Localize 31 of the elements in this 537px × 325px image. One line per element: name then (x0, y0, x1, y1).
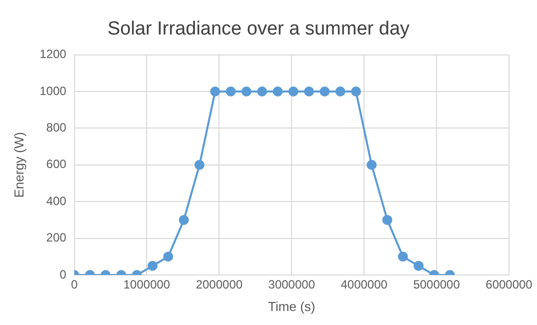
x-axis-title: Time (s) (268, 298, 316, 314)
point (382, 214, 392, 225)
point (178, 214, 189, 225)
point (335, 86, 346, 96)
x-tick-label: 4000000 (340, 278, 388, 292)
x-tick-label: 1000000 (123, 278, 170, 292)
point (194, 160, 204, 170)
point (272, 86, 283, 96)
point (350, 86, 361, 96)
y-tick-label: 200 (46, 230, 67, 245)
y-tick-label: 0 (60, 267, 67, 282)
y-tick-label: 1000 (40, 84, 67, 98)
x-tick-label: 3000000 (268, 278, 316, 292)
x-tick-label: 5000000 (413, 278, 460, 292)
y-tick-label: 800 (46, 120, 67, 135)
x-tick-label: 0 (70, 278, 78, 292)
point (257, 86, 268, 96)
point (241, 86, 252, 96)
point (210, 86, 220, 96)
point (320, 86, 330, 96)
x-tick-label: 2000000 (196, 278, 243, 292)
y-axis-title: Energy (W) (11, 132, 26, 198)
point (226, 86, 236, 96)
y-tick-label: 400 (46, 194, 67, 208)
point (288, 86, 298, 96)
point (366, 160, 377, 170)
y-tick-label: 600 (46, 157, 67, 172)
y-tick-label: 1200 (40, 47, 67, 62)
point (304, 86, 314, 96)
x-tick-label: 6000000 (486, 278, 533, 292)
chart-title: Solar Irradiance over a summer day (107, 18, 410, 40)
